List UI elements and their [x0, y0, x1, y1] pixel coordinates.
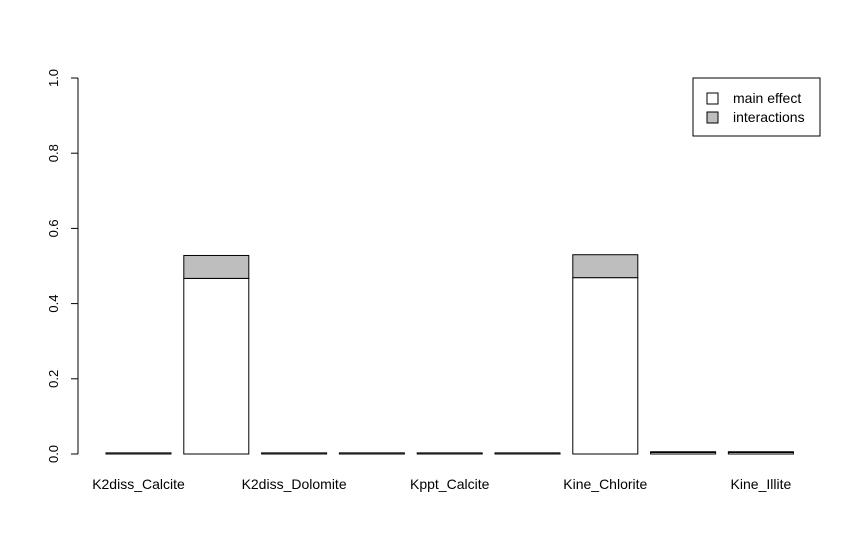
legend-swatch-1 — [706, 111, 719, 124]
y-tick-label-5: 1.0 — [46, 69, 61, 87]
bar-interactions-7 — [650, 451, 717, 453]
x-tick-label-0: K2diss_Calcite — [92, 476, 185, 492]
bar-interactions-1 — [183, 254, 250, 279]
x-axis-labels: K2diss_Calcite K2diss_Dolomite Kppt_Calcit… — [92, 476, 791, 492]
y-tick-label-0: 0.0 — [46, 445, 61, 463]
x-tick-label-8: Kine_Illite — [731, 476, 792, 492]
y-tick-label-4: 0.8 — [46, 144, 61, 162]
y-axis: 0.0 0.2 0.4 0.6 0.8 1.0 — [46, 69, 79, 463]
bars-layer — [105, 254, 794, 455]
x-tick-label-2: K2diss_Dolomite — [242, 476, 347, 492]
legend-label-1: interactions — [733, 109, 805, 125]
bar-main-effect-5 — [494, 452, 561, 455]
legend-label-0: main effect — [733, 90, 801, 106]
bar-main-effect-3 — [338, 452, 405, 455]
bar-main-effect-0 — [105, 452, 172, 455]
bar-main-effect-4 — [416, 452, 483, 455]
x-tick-label-6: Kine_Chlorite — [563, 476, 647, 492]
legend-swatch-0 — [706, 92, 719, 105]
y-tick-label-1: 0.2 — [46, 370, 61, 388]
y-tick-label-2: 0.4 — [46, 295, 61, 313]
bar-main-effect-2 — [261, 452, 328, 455]
bar-main-effect-6 — [572, 277, 639, 455]
bar-main-effect-1 — [183, 277, 250, 455]
bar-interactions-8 — [727, 451, 794, 453]
x-tick-label-4: Kppt_Calcite — [410, 476, 490, 492]
bar-interactions-6 — [572, 254, 639, 279]
legend: main effect interactions — [692, 77, 821, 137]
legend-box — [692, 77, 821, 137]
y-tick-label-3: 0.6 — [46, 219, 61, 237]
